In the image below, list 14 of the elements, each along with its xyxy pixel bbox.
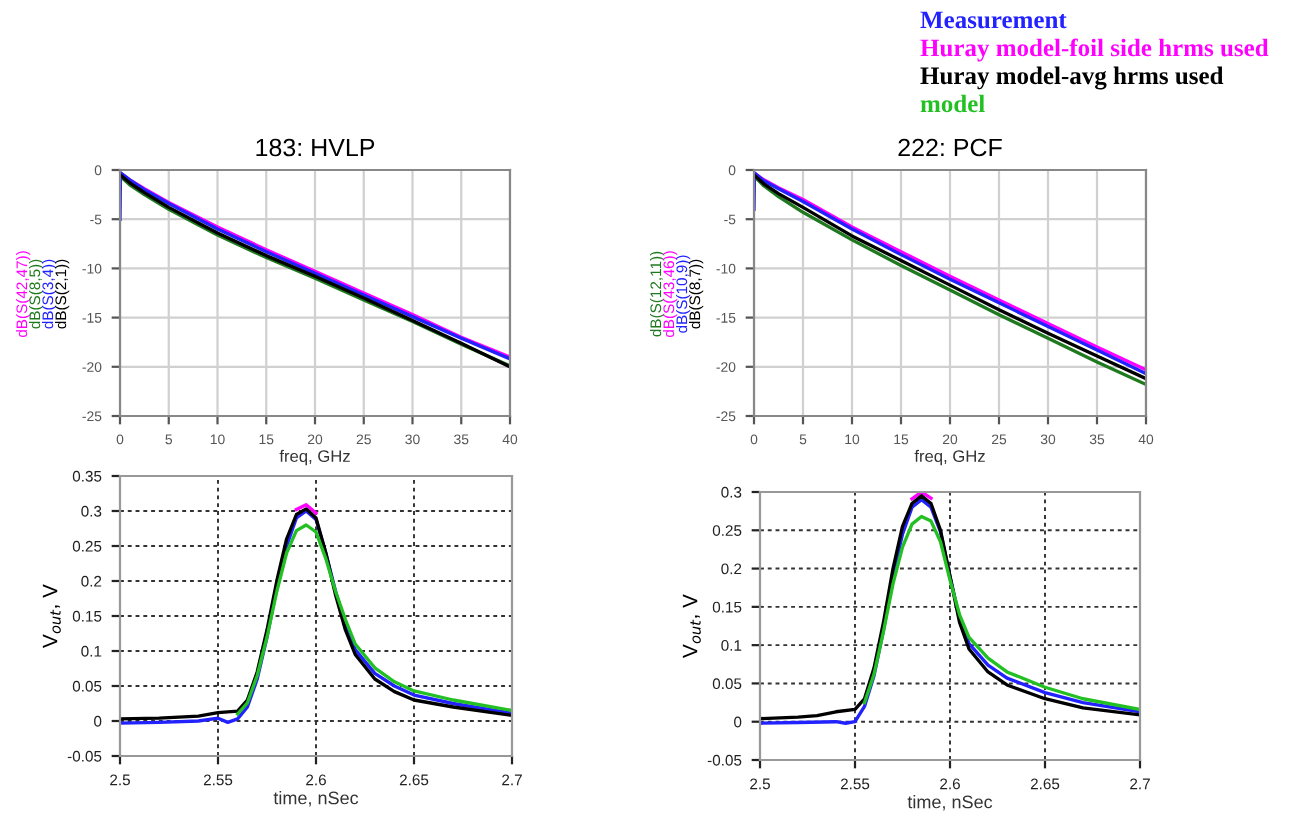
text: model — [920, 94, 985, 113]
x-axis-title: freq, GHz — [279, 449, 350, 466]
chart-title: 222: PCF — [898, 138, 1002, 157]
x-axis-title: time, nSec — [907, 795, 993, 811]
text: Huray model-foil side hrms used — [920, 38, 1269, 62]
text: Measurement — [920, 11, 1067, 29]
y-axis-title: V$_{out}$, V — [42, 584, 61, 648]
line-series — [235, 523, 512, 716]
x-axis-title: freq, GHz — [914, 449, 985, 466]
x-axis-title: time, nSec — [273, 791, 359, 807]
chart-title: 183: HVLP — [256, 138, 375, 157]
y-axis-title: V$_{out}$, V — [682, 594, 701, 658]
text: Huray model-avg hrms used — [920, 66, 1224, 90]
line-series — [862, 514, 1140, 712]
